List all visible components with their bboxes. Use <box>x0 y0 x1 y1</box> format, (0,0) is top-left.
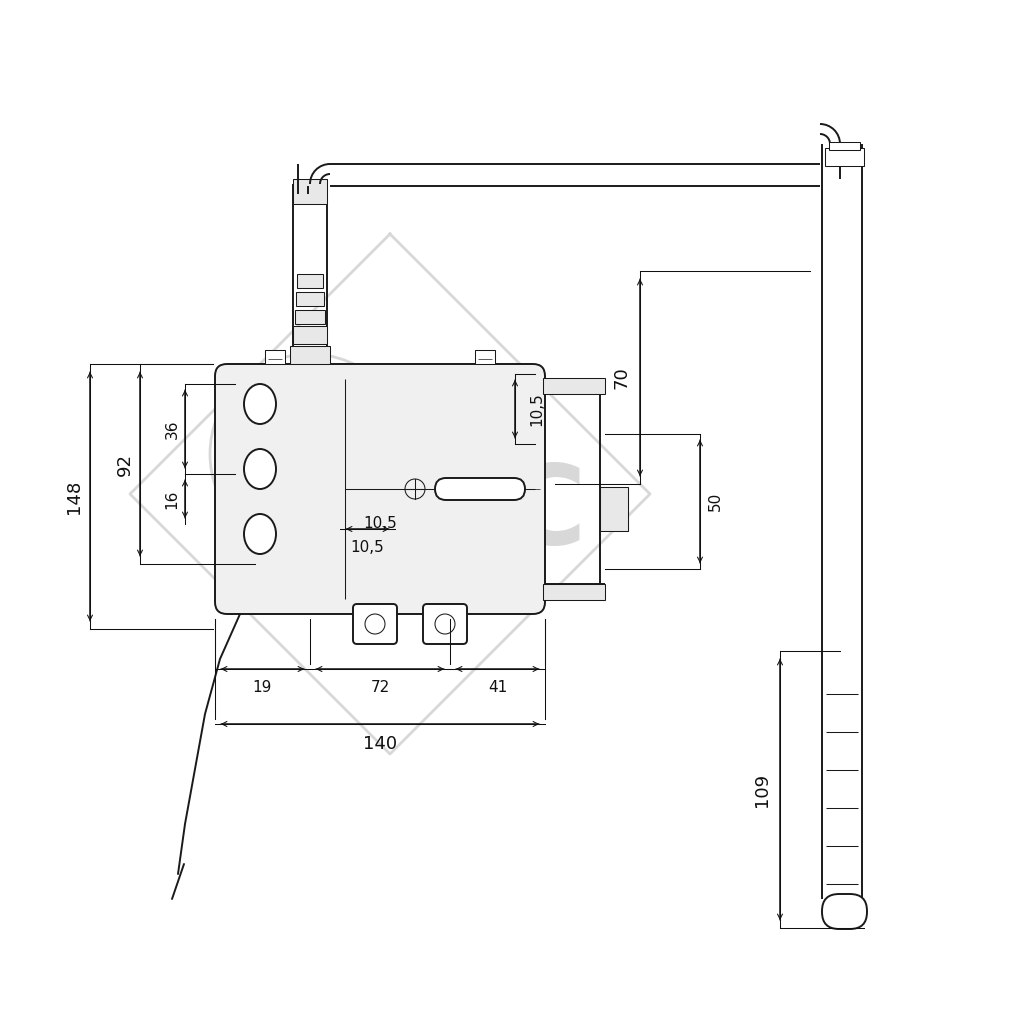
Text: 41: 41 <box>487 680 507 694</box>
Bar <box>297 274 323 288</box>
Text: 92: 92 <box>116 453 134 475</box>
Text: 10,5: 10,5 <box>350 540 384 555</box>
Text: R: R <box>313 364 426 505</box>
Bar <box>293 179 327 204</box>
Text: 109: 109 <box>753 772 771 807</box>
Text: 70: 70 <box>613 367 631 389</box>
FancyBboxPatch shape <box>435 478 525 500</box>
Bar <box>296 292 324 306</box>
Ellipse shape <box>244 384 276 424</box>
Text: C: C <box>504 461 586 567</box>
Bar <box>290 346 330 364</box>
Bar <box>475 350 495 364</box>
FancyBboxPatch shape <box>423 604 467 644</box>
Ellipse shape <box>244 449 276 489</box>
Text: 50: 50 <box>708 492 723 511</box>
Text: 10,5: 10,5 <box>529 392 545 426</box>
Ellipse shape <box>244 514 276 554</box>
Text: 72: 72 <box>371 680 389 694</box>
Bar <box>295 310 325 324</box>
Text: 16: 16 <box>165 489 179 509</box>
FancyBboxPatch shape <box>822 894 867 929</box>
Text: 148: 148 <box>65 479 83 514</box>
Bar <box>543 378 605 394</box>
Bar <box>825 148 864 166</box>
Text: 36: 36 <box>165 419 179 438</box>
Text: 19: 19 <box>253 680 272 694</box>
Text: T: T <box>418 414 503 535</box>
FancyBboxPatch shape <box>353 604 397 644</box>
Bar <box>265 350 285 364</box>
Text: 140: 140 <box>362 735 397 753</box>
Bar <box>543 584 605 600</box>
Text: 10,5: 10,5 <box>364 516 397 531</box>
Bar <box>829 142 860 150</box>
FancyBboxPatch shape <box>215 364 545 614</box>
Bar <box>600 487 628 531</box>
Bar <box>293 326 327 344</box>
